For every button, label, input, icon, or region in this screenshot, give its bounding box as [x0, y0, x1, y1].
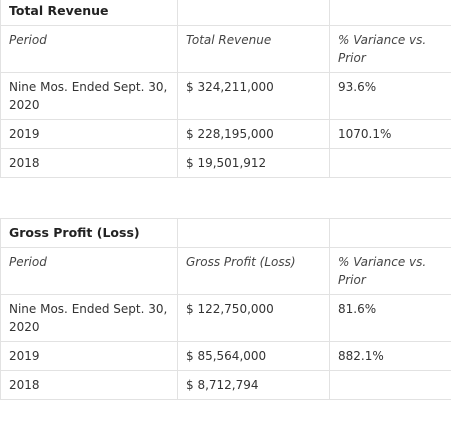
period-cell: Nine Mos. Ended Sept. 30, 2020 — [0, 72, 178, 120]
column-header-period: Period — [0, 247, 178, 295]
section-title-row: Gross Profit (Loss) — [0, 218, 451, 248]
gross-profit-table: Gross Profit (Loss) Period Gross Profit … — [0, 218, 451, 400]
value-cell: $ 85,564,000 — [177, 341, 330, 371]
value-cell: $ 324,211,000 — [177, 72, 330, 120]
empty-cell — [177, 218, 330, 248]
table-row: 2018 $ 19,501,912 — [0, 148, 451, 178]
empty-cell — [329, 218, 451, 248]
value-cell: $ 228,195,000 — [177, 119, 330, 149]
header-row: Period Total Revenue % Variance vs. Prio… — [0, 25, 451, 73]
header-row: Period Gross Profit (Loss) % Variance vs… — [0, 247, 451, 295]
period-cell: 2018 — [0, 370, 178, 400]
table-row: Nine Mos. Ended Sept. 30, 2020 $ 122,750… — [0, 294, 451, 342]
variance-cell: 1070.1% — [329, 119, 451, 149]
column-header-variance: % Variance vs. Prior — [329, 247, 451, 295]
table-row: 2019 $ 228,195,000 1070.1% — [0, 119, 451, 149]
section-title: Gross Profit (Loss) — [0, 218, 178, 248]
column-header-period: Period — [0, 25, 178, 73]
value-cell: $ 8,712,794 — [177, 370, 330, 400]
variance-cell — [329, 148, 451, 178]
section-title-row: Total Revenue — [0, 0, 451, 26]
period-cell: 2018 — [0, 148, 178, 178]
period-cell: Nine Mos. Ended Sept. 30, 2020 — [0, 294, 178, 342]
empty-cell — [329, 0, 451, 26]
value-cell: $ 19,501,912 — [177, 148, 330, 178]
table-row: 2018 $ 8,712,794 — [0, 370, 451, 400]
total-revenue-table: Total Revenue Period Total Revenue % Var… — [0, 0, 451, 178]
variance-cell — [329, 370, 451, 400]
variance-cell: 81.6% — [329, 294, 451, 342]
period-cell: 2019 — [0, 119, 178, 149]
empty-cell — [177, 0, 330, 26]
value-cell: $ 122,750,000 — [177, 294, 330, 342]
period-cell: 2019 — [0, 341, 178, 371]
column-header-metric: Gross Profit (Loss) — [177, 247, 330, 295]
column-header-variance: % Variance vs. Prior — [329, 25, 451, 73]
variance-cell: 882.1% — [329, 341, 451, 371]
table-row: Nine Mos. Ended Sept. 30, 2020 $ 324,211… — [0, 72, 451, 120]
table-row: 2019 $ 85,564,000 882.1% — [0, 341, 451, 371]
column-header-metric: Total Revenue — [177, 25, 330, 73]
variance-cell: 93.6% — [329, 72, 451, 120]
section-title: Total Revenue — [0, 0, 178, 26]
